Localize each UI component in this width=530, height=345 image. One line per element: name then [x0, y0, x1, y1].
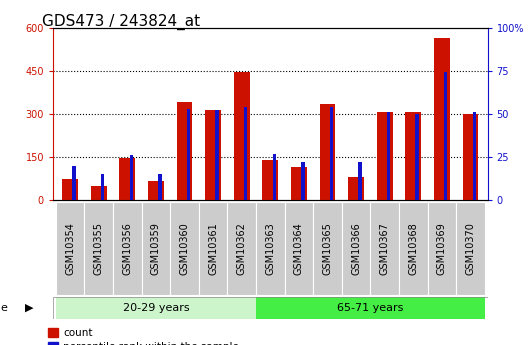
Text: GSM10354: GSM10354	[65, 222, 75, 275]
Text: GSM10361: GSM10361	[208, 222, 218, 275]
Bar	[377, 112, 393, 200]
Bar	[244, 107, 248, 200]
Bar	[158, 174, 162, 200]
Bar	[348, 177, 364, 200]
Bar	[434, 38, 450, 200]
Text: GSM10369: GSM10369	[437, 222, 447, 275]
Bar	[187, 109, 190, 200]
Bar	[56, 202, 84, 295]
Text: GSM10366: GSM10366	[351, 222, 361, 275]
Bar	[142, 202, 170, 295]
Bar	[285, 202, 313, 295]
Bar	[428, 202, 456, 295]
Bar	[291, 167, 307, 200]
Bar	[63, 179, 78, 200]
Text: GSM10360: GSM10360	[180, 222, 190, 275]
Bar	[473, 112, 476, 200]
Bar	[456, 202, 485, 295]
Bar	[234, 72, 250, 200]
Text: 65-71 years: 65-71 years	[337, 303, 403, 313]
Text: 20-29 years: 20-29 years	[122, 303, 189, 313]
Text: GSM10365: GSM10365	[322, 222, 332, 275]
Text: GSM10359: GSM10359	[151, 222, 161, 275]
Bar	[405, 112, 421, 200]
Text: GSM10355: GSM10355	[94, 222, 104, 275]
Bar	[84, 202, 113, 295]
Bar	[227, 202, 256, 295]
Bar	[416, 114, 419, 200]
Bar	[370, 202, 399, 295]
Bar	[272, 154, 276, 200]
Bar	[148, 181, 164, 200]
Bar	[113, 202, 142, 295]
Bar	[91, 186, 107, 200]
Bar	[320, 104, 335, 200]
Bar	[56, 297, 256, 319]
Text: GSM10362: GSM10362	[237, 222, 246, 275]
Bar	[256, 202, 285, 295]
Bar	[205, 110, 221, 200]
Bar	[129, 155, 133, 200]
Legend: count, percentile rank within the sample: count, percentile rank within the sample	[48, 328, 239, 345]
Text: ▶: ▶	[25, 303, 33, 313]
Bar	[101, 174, 104, 200]
Text: GSM10368: GSM10368	[408, 222, 418, 275]
Bar	[301, 162, 305, 200]
Bar	[215, 110, 219, 200]
Text: GSM10367: GSM10367	[379, 222, 390, 275]
Text: age: age	[0, 303, 8, 313]
Bar	[358, 162, 361, 200]
Bar	[399, 202, 428, 295]
Bar	[313, 202, 342, 295]
Text: GSM10356: GSM10356	[122, 222, 132, 275]
Bar	[330, 107, 333, 200]
Bar	[463, 114, 478, 200]
Bar	[73, 166, 76, 200]
Bar	[256, 297, 485, 319]
Text: GDS473 / 243824_at: GDS473 / 243824_at	[42, 14, 200, 30]
Bar	[199, 202, 227, 295]
Text: GSM10370: GSM10370	[465, 222, 475, 275]
Bar	[444, 72, 447, 200]
Bar	[262, 160, 278, 200]
Bar	[170, 202, 199, 295]
Text: GSM10363: GSM10363	[266, 222, 275, 275]
Bar	[176, 102, 192, 200]
Bar	[387, 112, 390, 200]
Bar	[342, 202, 370, 295]
Text: GSM10364: GSM10364	[294, 222, 304, 275]
Bar	[119, 158, 135, 200]
